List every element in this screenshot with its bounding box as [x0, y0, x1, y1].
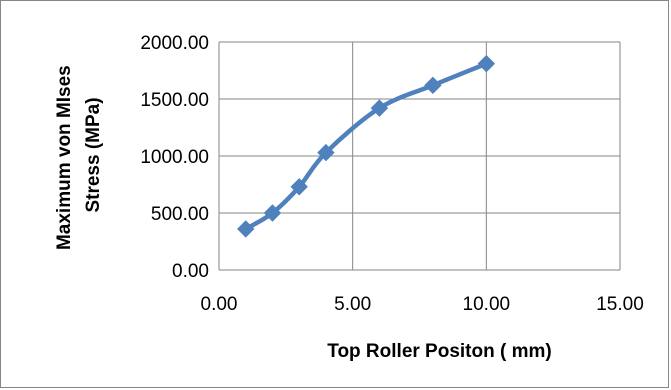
y-axis-title: Maximum von MIses Stress (MPa)	[54, 60, 104, 250]
data-series	[237, 54, 496, 238]
x-axis-title: Top Roller Positon ( mm)	[327, 341, 551, 362]
series-line	[244, 61, 488, 231]
y-axis-title-line-1: Maximum von MIses	[54, 65, 75, 250]
x-tick-label: 0.00	[201, 294, 238, 315]
gridlines	[218, 41, 621, 271]
x-tick-labels: 0.00 5.00 10.00 15.00	[201, 294, 644, 315]
x-tick-label: 10.00	[463, 294, 511, 315]
y-tick-label: 1000.00	[140, 147, 209, 168]
data-point-marker	[263, 204, 282, 222]
axes	[218, 42, 620, 271]
data-point-marker	[424, 76, 442, 95]
x-tick-label: 15.00	[596, 294, 644, 315]
data-point-marker	[237, 220, 255, 238]
y-tick-labels: 0.00 500.00 1000.00 1500.00 2000.00	[140, 33, 209, 282]
data-point-marker	[477, 54, 496, 73]
data-point-marker	[317, 143, 335, 162]
y-axis-title-line-2: Stress (MPa)	[83, 97, 104, 212]
y-tick-label: 1500.00	[140, 90, 209, 111]
y-tick-label: 0.00	[172, 261, 209, 282]
y-tick-label: 500.00	[151, 204, 209, 225]
data-point-marker	[290, 178, 308, 196]
data-point-marker	[370, 99, 389, 117]
x-tick-label: 5.00	[334, 294, 371, 315]
y-tick-label: 2000.00	[140, 33, 209, 54]
